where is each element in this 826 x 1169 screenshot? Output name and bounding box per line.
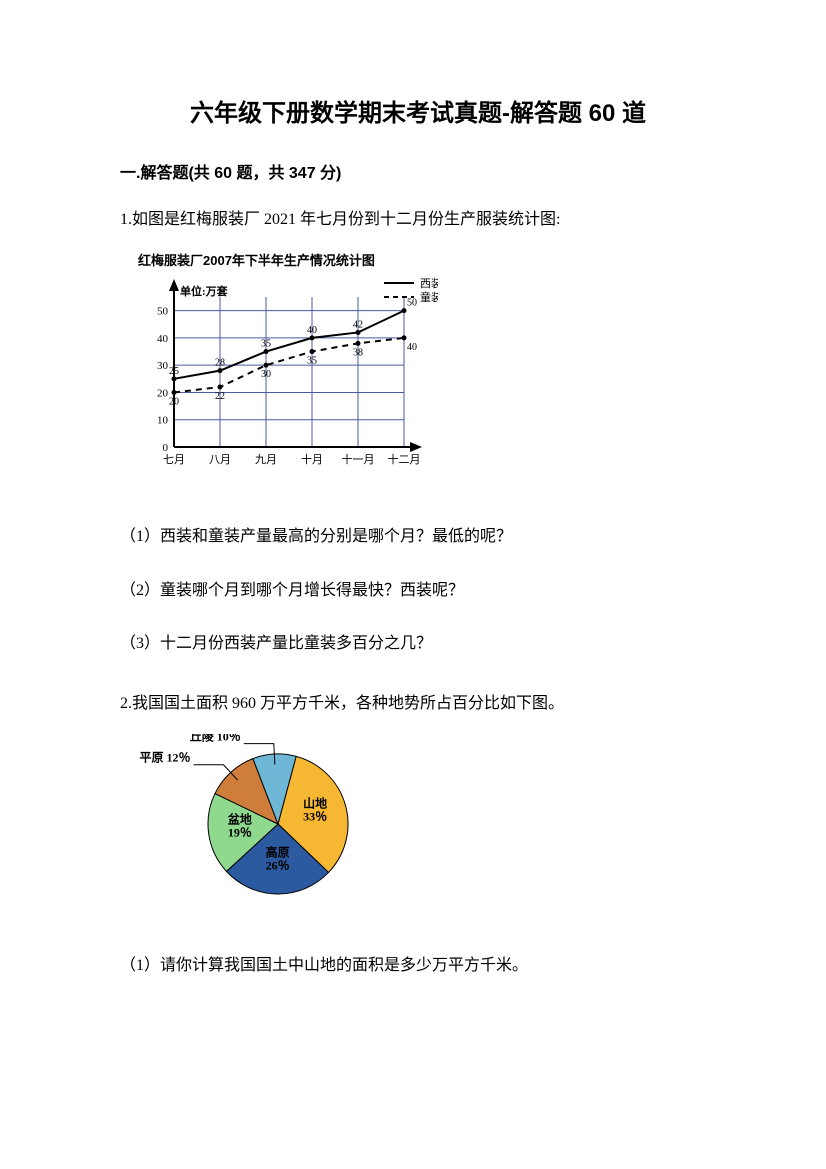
svg-text:高原: 高原	[266, 845, 290, 860]
svg-text:30: 30	[261, 370, 271, 381]
svg-text:35: 35	[307, 356, 317, 367]
pie-chart-svg: 山地33％ 高原26％ 盆地19％ 平原 12％丘陵 10％	[138, 734, 418, 914]
q1-chart-title: 红梅服装厂2007年下半年生产情况统计图	[138, 251, 716, 272]
svg-text:35: 35	[261, 339, 271, 350]
svg-text:西装: 西装	[420, 277, 438, 290]
svg-text:33％: 33％	[303, 810, 327, 824]
svg-text:丘陵 10％: 丘陵 10％	[190, 734, 241, 744]
svg-text:十一月: 十一月	[342, 452, 375, 466]
page-title: 六年级下册数学期末考试真题-解答题 60 道	[120, 95, 716, 133]
svg-text:20: 20	[169, 397, 179, 408]
q1-line-chart: 红梅服装厂2007年下半年生产情况统计图 01020304050七月八月九月十月…	[138, 251, 716, 496]
svg-text:九月: 九月	[255, 453, 277, 466]
svg-text:单位:万套: 单位:万套	[180, 284, 229, 298]
svg-text:40: 40	[407, 342, 417, 353]
svg-text:0: 0	[163, 442, 169, 454]
svg-text:十月: 十月	[301, 452, 323, 466]
svg-text:20: 20	[157, 388, 169, 400]
svg-text:38: 38	[353, 348, 363, 359]
svg-text:19％: 19％	[228, 826, 252, 840]
svg-text:山地: 山地	[303, 796, 327, 811]
q1-sub3: （3）十二月份西装产量比童装多百分之几？	[120, 631, 716, 657]
svg-text:40: 40	[307, 325, 317, 336]
q1-sub2: （2）童装哪个月到哪个月增长得最快？西装呢？	[120, 578, 716, 604]
svg-text:25: 25	[169, 366, 179, 377]
svg-text:盆地: 盆地	[227, 812, 252, 827]
svg-text:22: 22	[215, 391, 225, 402]
q1-sub1: （1）西装和童装产量最高的分别是哪个月？最低的呢？	[120, 524, 716, 550]
svg-text:七月: 七月	[163, 453, 185, 466]
q2-pie-chart: 山地33％ 高原26％ 盆地19％ 平原 12％丘陵 10％	[138, 734, 716, 923]
svg-text:50: 50	[407, 298, 417, 309]
section-header: 一.解答题(共 60 题，共 347 分)	[120, 161, 716, 187]
svg-text:十二月: 十二月	[388, 452, 421, 466]
q1-stem: 1.如图是红梅服装厂 2021 年七月份到十二月份生产服装统计图:	[120, 207, 716, 233]
svg-text:26％: 26％	[266, 859, 290, 873]
q2-stem: 2.我国国土面积 960 万平方千米，各种地势所占百分比如下图。	[120, 691, 716, 717]
q2-sub1: （1）请你计算我国国土中山地的面积是多少万平方千米。	[120, 953, 716, 979]
svg-text:10: 10	[157, 415, 169, 427]
line-chart-svg: 01020304050七月八月九月十月十一月十二月单位:万套西装童装252835…	[138, 277, 438, 487]
svg-text:平原 12％: 平原 12％	[139, 751, 190, 765]
svg-text:30: 30	[157, 361, 169, 373]
svg-text:童装: 童装	[420, 290, 438, 304]
svg-text:40: 40	[157, 333, 169, 345]
svg-text:42: 42	[353, 320, 363, 331]
svg-text:八月: 八月	[209, 454, 231, 466]
svg-text:50: 50	[157, 306, 169, 318]
svg-text:28: 28	[215, 358, 225, 369]
